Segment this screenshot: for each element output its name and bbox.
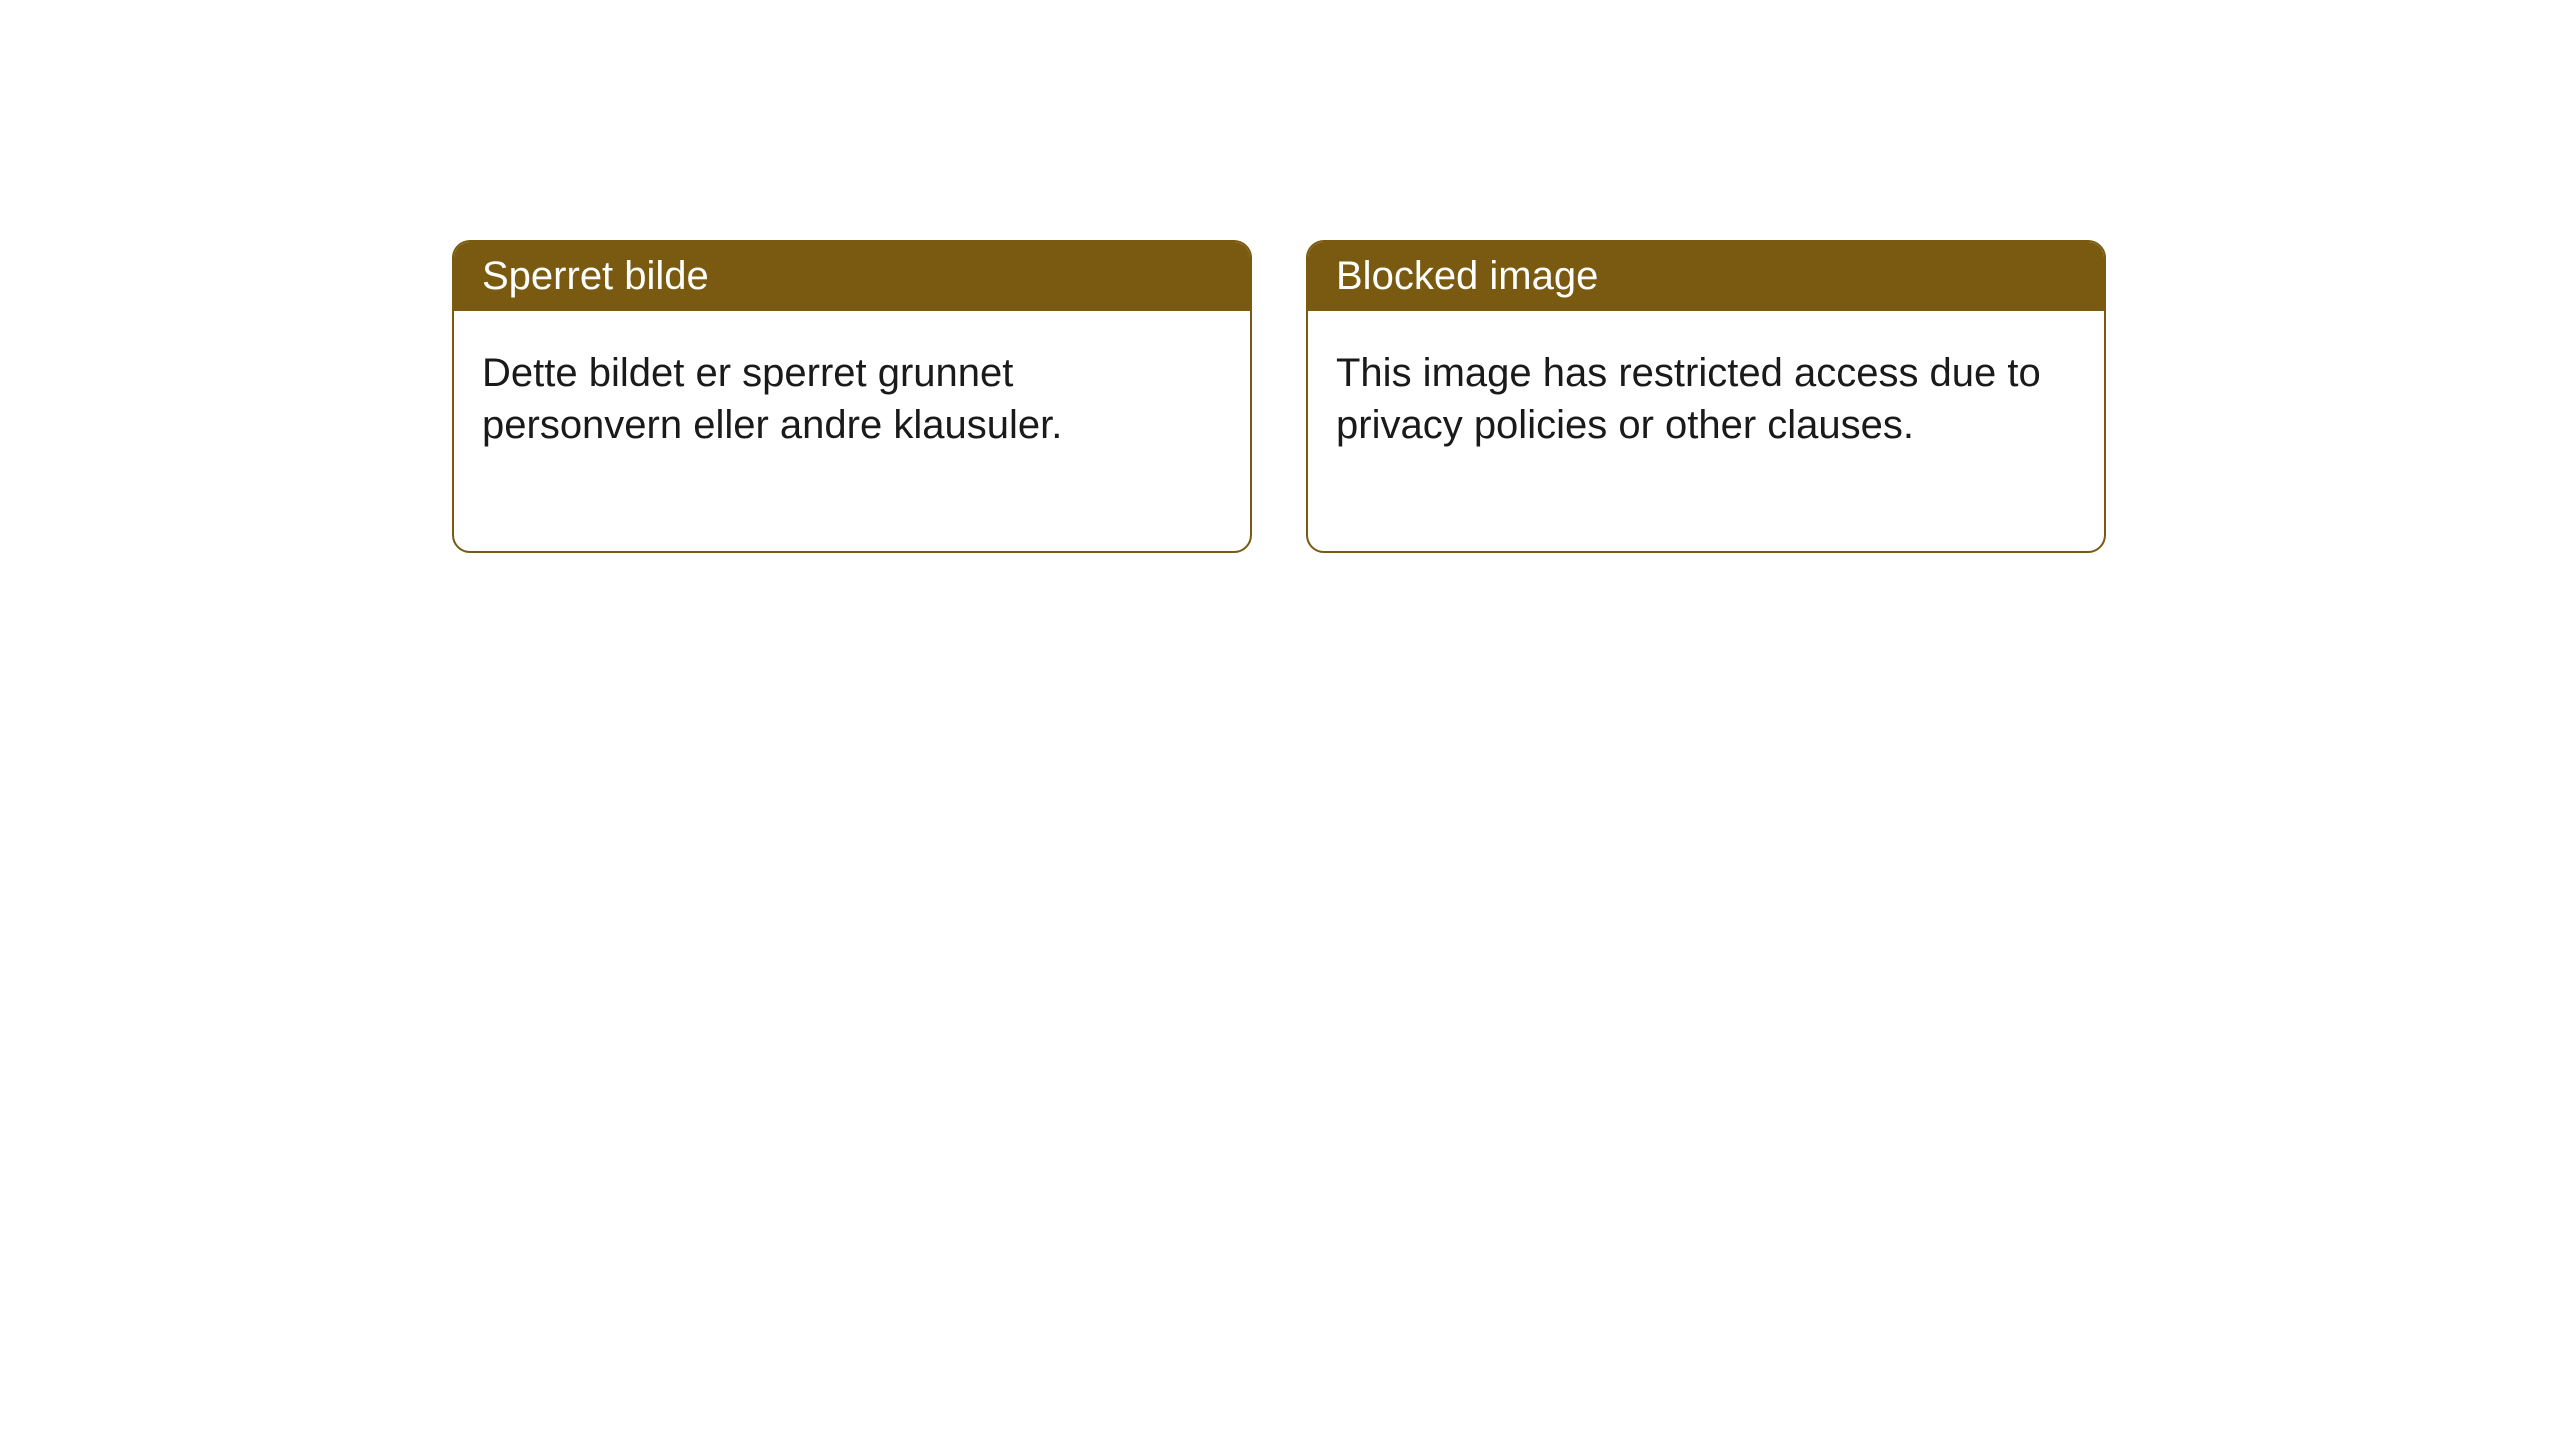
notice-container: Sperret bilde Dette bildet er sperret gr… bbox=[452, 240, 2106, 553]
blocked-image-card-english: Blocked image This image has restricted … bbox=[1306, 240, 2106, 553]
card-body-english: This image has restricted access due to … bbox=[1308, 311, 2104, 551]
card-header-norwegian: Sperret bilde bbox=[454, 242, 1250, 311]
blocked-image-card-norwegian: Sperret bilde Dette bildet er sperret gr… bbox=[452, 240, 1252, 553]
card-body-norwegian: Dette bildet er sperret grunnet personve… bbox=[454, 311, 1250, 551]
card-header-english: Blocked image bbox=[1308, 242, 2104, 311]
